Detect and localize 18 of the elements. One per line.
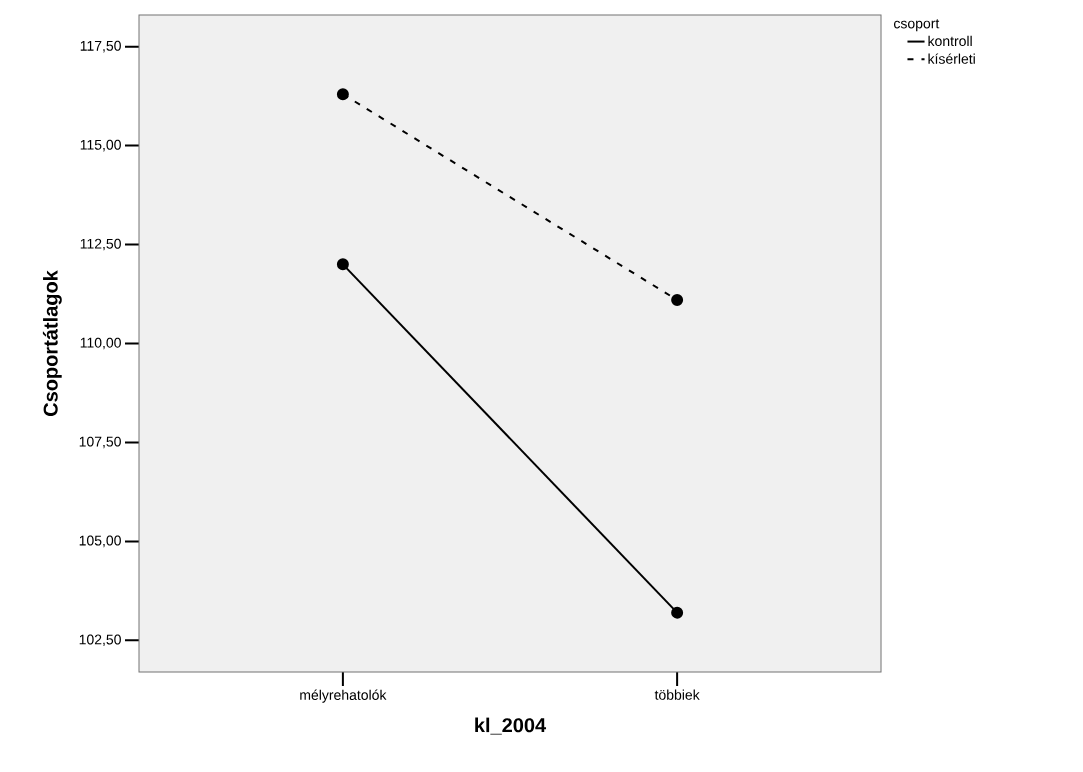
legend-label: kontroll [928, 35, 972, 47]
point [336, 258, 349, 271]
y-tick-label: 102,50 [79, 634, 121, 647]
y-tick-label: 117,50 [80, 40, 121, 53]
y-tick-label: 112,50 [80, 238, 121, 251]
legend-title: csoport [894, 19, 940, 32]
y-tick-label: 107,50 [79, 436, 121, 449]
y-tick-label: 110,00 [80, 337, 121, 350]
x-tick-label: mélyrehatolók [300, 689, 387, 703]
y-tick-label: 105,00 [79, 535, 121, 548]
point [671, 293, 684, 306]
x-axis-title: kl_2004 [475, 717, 547, 735]
x-tick-label: többiek [654, 689, 700, 700]
point [336, 88, 349, 101]
legend-label: kísérleti [928, 53, 975, 64]
y-axis-title: Csoportátlagok [42, 270, 62, 417]
point [671, 606, 684, 619]
y-tick-label: 115,00 [80, 139, 121, 152]
